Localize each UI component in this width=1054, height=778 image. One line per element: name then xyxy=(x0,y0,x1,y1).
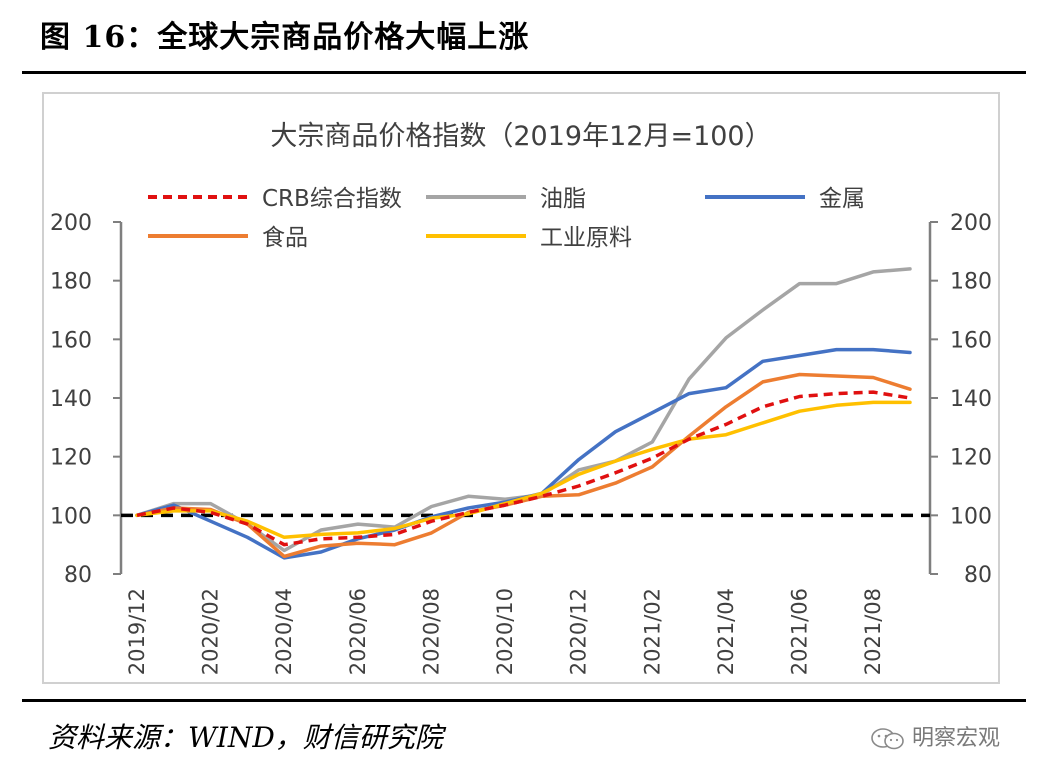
right-tick-label: 120 xyxy=(950,446,992,471)
chart-title: 大宗商品价格指数（2019年12月=100） xyxy=(270,121,771,152)
figure-title: 图 16：全球大宗商品价格大幅上涨 xyxy=(40,20,530,55)
series-lines xyxy=(121,267,930,560)
legend-label-油脂: 油脂 xyxy=(540,186,586,212)
legend-label-金属: 金属 xyxy=(819,186,865,212)
bottom-rule xyxy=(22,699,1026,702)
source-note: 资料来源：WIND，财信研究院 xyxy=(48,721,443,754)
left-tick-label: 200 xyxy=(50,211,92,236)
right-tick-label: 200 xyxy=(950,211,992,236)
x-tick-label: 2020/02 xyxy=(199,588,223,675)
watermark-text: 明察宏观 xyxy=(912,726,1001,751)
legend-label-食品: 食品 xyxy=(262,225,308,251)
right-tick-label: 180 xyxy=(950,270,992,295)
chart-frame xyxy=(42,92,1000,684)
left-tick-label: 140 xyxy=(50,387,92,412)
x-tick-label: 2020/06 xyxy=(346,588,370,675)
wechat-icon xyxy=(870,727,906,751)
x-tick-label: 2020/04 xyxy=(272,588,296,675)
left-tick-label: 180 xyxy=(50,270,92,295)
x-tick-label: 2021/04 xyxy=(714,588,738,675)
series-line-油脂 xyxy=(135,267,912,553)
right-tick-label: 140 xyxy=(950,387,992,412)
x-tick-label: 2021/06 xyxy=(788,588,812,675)
top-rule xyxy=(22,71,1026,74)
series-line-食品 xyxy=(135,372,912,559)
left-tick-label: 100 xyxy=(50,504,92,529)
legend-label-工业原料: 工业原料 xyxy=(540,225,632,251)
x-tick-label: 2020/10 xyxy=(493,588,517,675)
watermark: 明察宏观 xyxy=(870,720,1000,752)
right-tick-label: 80 xyxy=(964,563,992,588)
axes: 80 80 100 100 120 120 140 140 160 160 180 180 200 200… xyxy=(50,211,992,675)
right-tick-label: 100 xyxy=(950,504,992,529)
x-tick-label: 2019/12 xyxy=(125,588,149,675)
right-tick-label: 160 xyxy=(950,328,992,353)
series-line-CRB综合指数 xyxy=(136,390,911,547)
left-tick-label: 120 xyxy=(50,446,92,471)
x-tick-label: 2021/02 xyxy=(640,588,664,675)
series-line-工业原料 xyxy=(135,400,912,540)
x-tick-label: 2021/08 xyxy=(861,588,885,675)
legend-label-CRB综合指数: CRB综合指数 xyxy=(262,186,402,212)
left-tick-label: 80 xyxy=(64,563,92,588)
x-tick-label: 2020/12 xyxy=(567,588,591,675)
left-tick-label: 160 xyxy=(50,328,92,353)
x-tick-label: 2020/08 xyxy=(419,588,443,675)
